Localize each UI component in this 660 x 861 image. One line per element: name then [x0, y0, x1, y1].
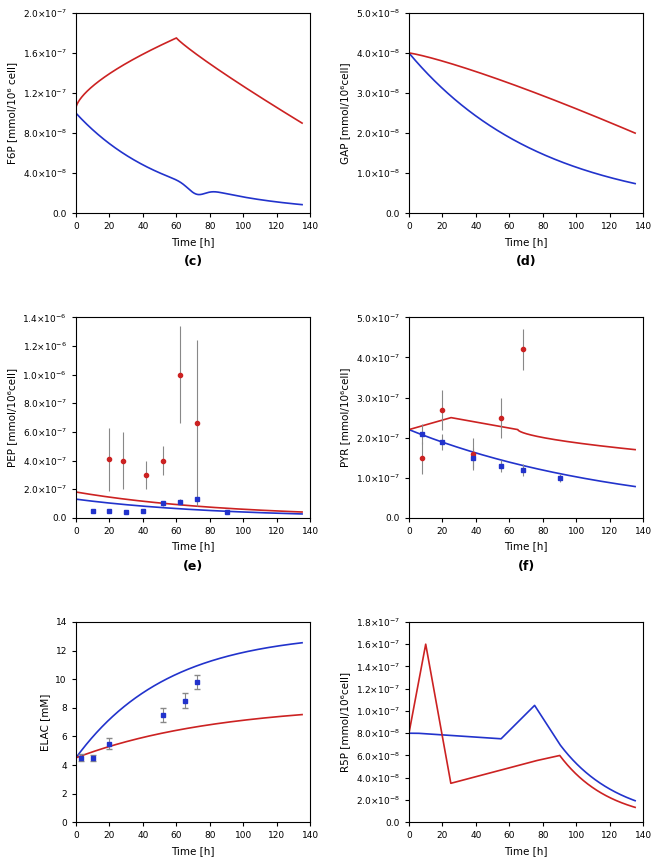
Y-axis label: R5P [mmol/10⁶cell]: R5P [mmol/10⁶cell] — [340, 672, 350, 772]
X-axis label: Time [h]: Time [h] — [172, 237, 215, 247]
Text: (f): (f) — [517, 560, 535, 573]
Text: (e): (e) — [183, 560, 203, 573]
Y-axis label: PYR [mmol/10⁶cell]: PYR [mmol/10⁶cell] — [340, 368, 350, 468]
Y-axis label: GAP [mmol/10⁶cell]: GAP [mmol/10⁶cell] — [340, 62, 350, 164]
Text: (c): (c) — [183, 256, 203, 269]
Y-axis label: PEP [mmol/10⁶cell]: PEP [mmol/10⁶cell] — [7, 368, 17, 468]
X-axis label: Time [h]: Time [h] — [504, 846, 548, 856]
X-axis label: Time [h]: Time [h] — [172, 542, 215, 551]
Text: (d): (d) — [516, 256, 537, 269]
X-axis label: Time [h]: Time [h] — [504, 542, 548, 551]
Y-axis label: ELAC [mM]: ELAC [mM] — [40, 693, 50, 751]
X-axis label: Time [h]: Time [h] — [172, 846, 215, 856]
Y-axis label: F6P [mmol/10⁶ cell]: F6P [mmol/10⁶ cell] — [7, 62, 17, 164]
X-axis label: Time [h]: Time [h] — [504, 237, 548, 247]
